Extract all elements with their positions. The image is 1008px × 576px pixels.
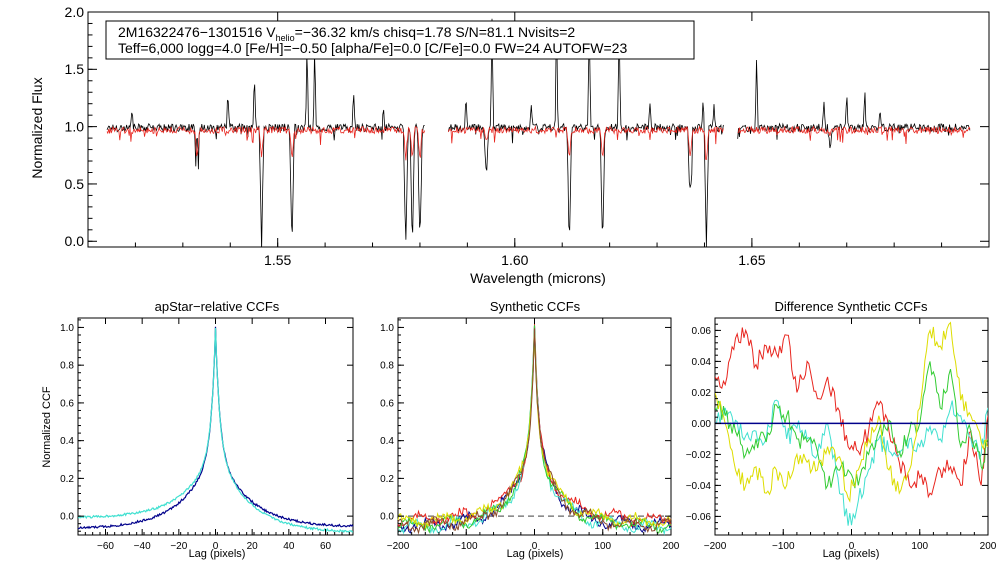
model-spectrum-chip-2: [448, 125, 724, 161]
difference-ccf-title: Difference Synthetic CCFs: [775, 299, 928, 314]
synthetic-ccf-series-navy: [397, 325, 672, 534]
difference-ccf-panel: Difference Synthetic CCFs −200 −100 0 100 20…: [686, 299, 997, 560]
apstar-ccf-y-tick-label: 0.0: [60, 512, 74, 523]
spectrum-plot-area: [106, 18, 971, 247]
synthetic-ccf-x-tick-label: −100: [455, 541, 478, 552]
synthetic-ccf-x-tick-label: 100: [594, 541, 611, 552]
spectrum-series-group: [106, 18, 971, 247]
difference-ccf-y-tick-label: 0.04: [692, 357, 712, 368]
spectrum-y-tick-label: 1.5: [65, 61, 85, 77]
difference-ccf-plot-area: [715, 321, 988, 526]
synthetic-ccf-x-axis-label: Lag (pixels): [507, 548, 564, 560]
model-spectrum-chip-3: [737, 125, 971, 145]
apstar-ccf-series-cyan: [78, 327, 354, 534]
apstar-ccf-axes: −60 −40 −20 0 20 40 60 0.0 0.2 0.4 0.6 0.8 1.0: [60, 318, 353, 552]
spectrum-y-tick-label: 1.0: [65, 119, 85, 135]
synthetic-ccf-axes-frame: [397, 317, 672, 536]
observed-spectrum-chip-1: [106, 53, 425, 247]
difference-ccf-y-tick-label: −0.04: [686, 481, 712, 492]
apstar-ccf-y-tick-label: 0.6: [60, 398, 74, 409]
difference-ccf-x-axis-label: Lag (pixels): [823, 548, 880, 560]
apstar-ccf-title: apStar−relative CCFs: [155, 299, 280, 314]
spectrum-x-tick-label: 1.65: [738, 252, 765, 268]
synthetic-ccf-y-tick-label: 0.4: [380, 436, 394, 447]
apstar-ccf-y-tick-label: 0.2: [60, 474, 74, 485]
synthetic-ccf-y-tick-label: 0.0: [380, 512, 394, 523]
difference-ccf-series-group: [715, 321, 988, 526]
difference-ccf-x-tick-label: −200: [704, 541, 727, 552]
apstar-ccf-x-tick-label: 20: [247, 541, 259, 552]
difference-ccf-axes-frame: [714, 317, 989, 536]
spectrum-axes: 1.55 1.60 1.65 0.0 0.5 1.0 1.5 2.0: [65, 4, 989, 268]
spectrum-panel: 1.55 1.60 1.65 0.0 0.5 1.0 1.5 2.0 2M16322476−1…: [29, 4, 990, 286]
spectrum-x-tick-label: 1.60: [501, 252, 528, 268]
difference-ccf-y-tick-label: 0.00: [692, 419, 712, 430]
difference-ccf-series-red: [715, 327, 988, 499]
synthetic-ccf-axes: −200 −100 0 100 200 0.0 0.2 0.4 0.6 0.8 1.0: [380, 318, 680, 552]
apstar-ccf-x-tick-label: 0: [213, 541, 219, 552]
synthetic-ccf-series-brown: [397, 328, 672, 535]
apstar-ccf-axes-frame: [77, 317, 354, 536]
difference-ccf-x-tick-label: −100: [772, 541, 795, 552]
synthetic-ccf-x-tick-label: −200: [387, 541, 410, 552]
synthetic-ccf-y-tick-label: 0.6: [380, 398, 394, 409]
difference-ccf-axes: −200 −100 0 100 200 −0.06 −0.04 −0.02 0.00 0.02 0.…: [686, 317, 997, 552]
apstar-ccf-series-navy: [77, 326, 354, 530]
apstar-ccf-x-tick-label: 40: [283, 541, 295, 552]
difference-ccf-series-cyan: [715, 399, 988, 526]
rv-chisq-snr-text: =−36.32 km/s chisq=1.78 S/N=81.1 Nvisits…: [295, 24, 576, 40]
spectrum-y-tick-label: 2.0: [65, 4, 85, 20]
synthetic-ccf-series-cyan: [397, 326, 672, 536]
apstar-ccf-x-axis-label: Lag (pixels): [189, 548, 246, 560]
star-id-and-v-label: 2M16322476−1301516 V: [118, 24, 276, 40]
apstar-ccf-y-axis-label: Normalized CCF: [41, 386, 53, 468]
difference-ccf-series-yellow: [715, 321, 988, 503]
apstar-ccf-x-tick-label: 60: [320, 541, 332, 552]
synthetic-ccf-x-tick-label: 200: [663, 541, 680, 552]
synthetic-ccf-y-tick-label: 1.0: [380, 323, 394, 334]
stellar-params-box: [105, 20, 695, 60]
spectrum-y-tick-label: 0.0: [65, 233, 85, 249]
synthetic-ccf-y-tick-label: 0.8: [380, 361, 394, 372]
spectrum-axes-frame: [87, 11, 990, 248]
helio-subscript: helio: [276, 33, 295, 43]
model-spectrum-chip-1: [106, 125, 426, 161]
synthetic-ccf-plot-area: [397, 323, 672, 536]
synthetic-ccf-title: Synthetic CCFs: [490, 299, 581, 314]
difference-ccf-x-tick-label: 0: [849, 541, 855, 552]
synthetic-ccf-series-yellow: [397, 332, 672, 529]
difference-ccf-y-tick-label: −0.02: [686, 450, 712, 461]
synthetic-ccf-series-red: [397, 323, 672, 529]
difference-ccf-y-tick-label: 0.06: [692, 326, 712, 337]
stellar-params-line-1: 2M16322476−1301516 Vhelio=−36.32 km/s ch…: [118, 24, 575, 43]
stellar-params-line-2: Teff=6,000 logg=4.0 [Fe/H]=−0.50 [alpha/…: [118, 40, 627, 56]
spectrum-y-tick-label: 0.5: [65, 176, 85, 192]
difference-ccf-x-tick-label: 100: [911, 541, 928, 552]
apstar-ccf-y-tick-label: 0.4: [60, 436, 74, 447]
apstar-ccf-y-tick-label: 1.0: [60, 323, 74, 334]
spectrum-y-axis-label: Normalized Flux: [29, 77, 45, 178]
apstar-ccf-panel: apStar−relative CCFs −60 −40 −20 0 20 40 60 0.0…: [41, 299, 354, 560]
apstar-ccf-plot-area: [77, 326, 354, 534]
observed-spectrum-chip-3: [737, 59, 971, 149]
synthetic-ccf-y-tick-label: 0.2: [380, 474, 394, 485]
synthetic-ccf-panel: Synthetic CCFs −200 −100 0 100 200 0.0 0.2 0.4 0…: [380, 299, 680, 560]
apstar-ccf-y-tick-label: 0.8: [60, 361, 74, 372]
spectrum-x-tick-label: 1.55: [264, 252, 291, 268]
apstar-ccf-x-tick-label: −20: [170, 541, 187, 552]
spectrum-x-axis-label: Wavelength (microns): [470, 270, 606, 286]
synthetic-ccf-x-tick-label: 0: [532, 541, 538, 552]
difference-ccf-series-green: [715, 361, 988, 491]
observed-spectrum-chip-2: [448, 18, 724, 247]
difference-ccf-y-tick-label: 0.02: [692, 388, 712, 399]
apstar-ccf-x-tick-label: −40: [134, 541, 151, 552]
difference-ccf-x-tick-label: 200: [980, 541, 997, 552]
difference-ccf-y-tick-label: −0.06: [686, 512, 712, 523]
apstar-ccf-x-tick-label: −60: [97, 541, 114, 552]
synthetic-ccf-series-green: [397, 325, 672, 534]
